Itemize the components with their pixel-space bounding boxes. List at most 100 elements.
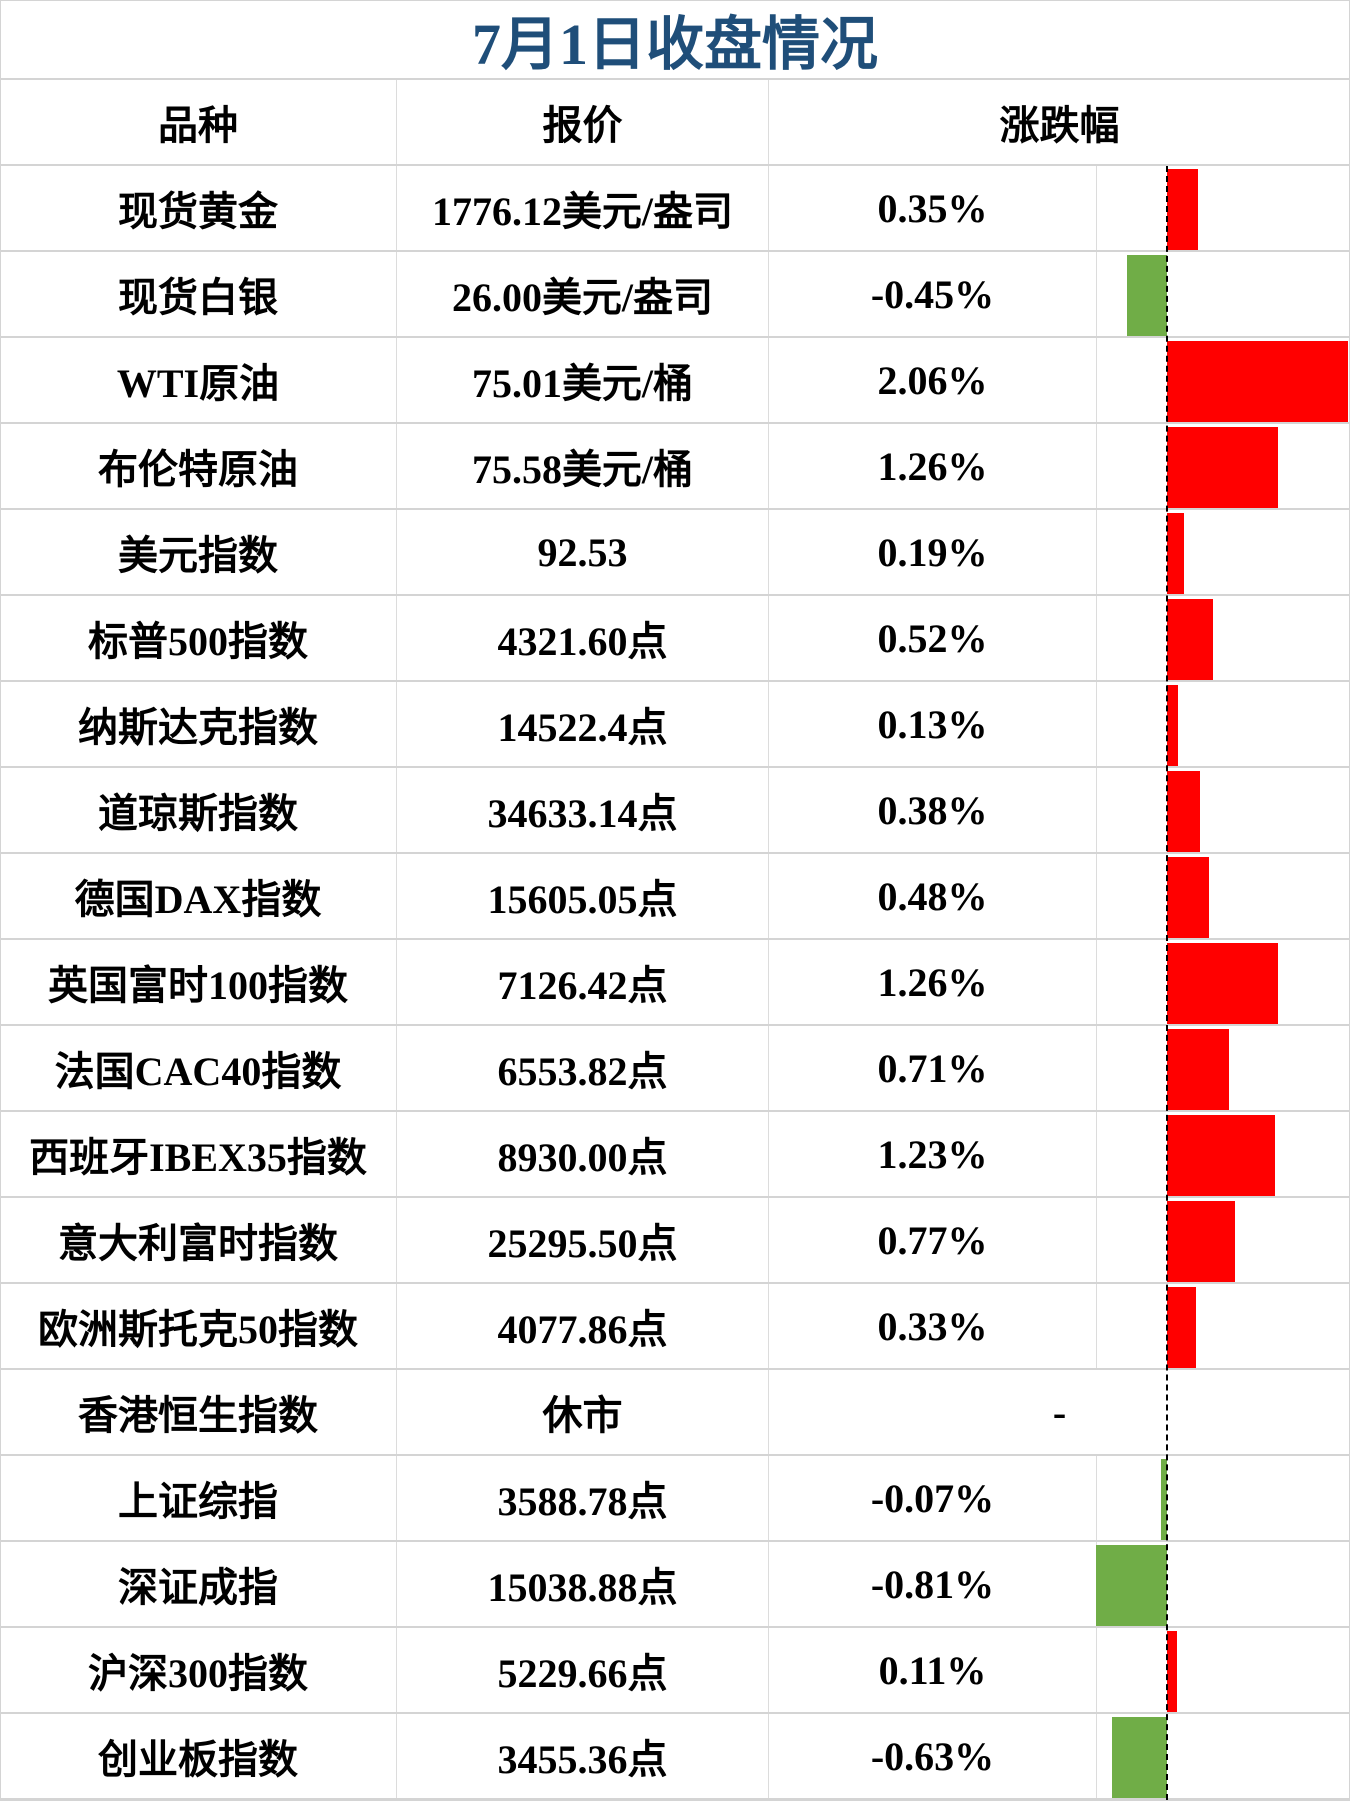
instrument-change: 0.13% (877, 701, 988, 747)
table-row: 欧洲斯托克50指数 4077.86点 0.33% (0, 1284, 1350, 1370)
header-change: 涨跌幅 (999, 103, 1120, 148)
instrument-name: 创业板指数 (0, 1714, 397, 1798)
instrument-price: 3588.78点 (397, 1456, 769, 1540)
instrument-name: 标普500指数 (0, 596, 397, 680)
instrument-price: 8930.00点 (397, 1112, 769, 1196)
instrument-price: 4321.60点 (397, 596, 769, 680)
instrument-price: 3455.36点 (397, 1714, 769, 1798)
instrument-name: 布伦特原油 (0, 424, 397, 508)
instrument-change: 0.52% (877, 615, 988, 661)
instrument-change: - (1052, 1389, 1067, 1435)
change-bar-up (1167, 685, 1179, 766)
change-bar-cell (1096, 252, 1350, 336)
change-bar-up (1167, 1287, 1196, 1368)
instrument-name: 上证综指 (0, 1456, 397, 1540)
change-bar-up (1167, 943, 1278, 1024)
instrument-name: 欧洲斯托克50指数 (0, 1284, 397, 1368)
instrument-price: 休市 (397, 1370, 769, 1454)
instrument-change: -0.63% (870, 1733, 995, 1779)
change-bar-cell (1095, 1542, 1350, 1626)
instrument-price: 7126.42点 (397, 940, 769, 1024)
table-row: 香港恒生指数 休市 - (0, 1370, 1350, 1456)
change-bar-cell (1096, 1026, 1350, 1110)
change-bar-down (1095, 1545, 1167, 1626)
change-bar-cell (1096, 940, 1350, 1024)
instrument-price: 15605.05点 (397, 854, 769, 938)
header-row: 品种 报价 涨跌幅 (0, 80, 1350, 166)
change-bar-cell (1096, 338, 1350, 422)
instrument-name: 现货白银 (0, 252, 397, 336)
change-bar-up (1167, 1115, 1276, 1196)
change-bar-cell (1096, 166, 1350, 250)
table-row: 美元指数 92.53 0.19% (0, 510, 1350, 596)
change-bar-cell (1096, 596, 1350, 680)
change-bar-up (1167, 771, 1201, 852)
change-bar-down (1127, 255, 1167, 336)
table-row: 意大利富时指数 25295.50点 0.77% (0, 1198, 1350, 1284)
instrument-change: 0.48% (877, 873, 988, 919)
table-row: 创业板指数 3455.36点 -0.63% (0, 1714, 1350, 1800)
instrument-price: 5229.66点 (397, 1628, 769, 1712)
header-price: 报价 (397, 80, 769, 164)
change-bar-cell (1096, 1284, 1350, 1368)
table-row: 英国富时100指数 7126.42点 1.26% (0, 940, 1350, 1026)
instrument-name: 美元指数 (0, 510, 397, 594)
change-bar-down (1160, 1459, 1167, 1540)
instrument-name: 德国DAX指数 (0, 854, 397, 938)
change-bar-up (1167, 1631, 1177, 1712)
change-bar-cell (1096, 768, 1350, 852)
instrument-price: 75.58美元/桶 (397, 424, 769, 508)
change-bar-up (1167, 169, 1198, 250)
instrument-name: 英国富时100指数 (0, 940, 397, 1024)
instrument-change: 1.23% (877, 1131, 988, 1177)
change-bar-cell (1096, 1112, 1350, 1196)
change-bar-up (1167, 513, 1184, 594)
instrument-change: 2.06% (877, 357, 988, 403)
change-bar-up (1167, 1201, 1235, 1282)
instrument-price: 6553.82点 (397, 1026, 769, 1110)
instrument-price: 34633.14点 (397, 768, 769, 852)
change-bar-up (1167, 427, 1278, 508)
change-bar-up (1167, 1029, 1230, 1110)
change-bar-down (1111, 1717, 1167, 1798)
instrument-change: 1.26% (877, 443, 988, 489)
instrument-price: 4077.86点 (397, 1284, 769, 1368)
instrument-change: 0.33% (877, 1303, 988, 1349)
table-row: 布伦特原油 75.58美元/桶 1.26% (0, 424, 1350, 510)
table-row: WTI原油 75.01美元/桶 2.06% (0, 338, 1350, 424)
instrument-change: 0.71% (877, 1045, 988, 1091)
table-row: 沪深300指数 5229.66点 0.11% (0, 1628, 1350, 1714)
instrument-name: 沪深300指数 (0, 1628, 397, 1712)
table-row: 纳斯达克指数 14522.4点 0.13% (0, 682, 1350, 768)
table-row: 西班牙IBEX35指数 8930.00点 1.23% (0, 1112, 1350, 1198)
instrument-price: 1776.12美元/盎司 (397, 166, 769, 250)
instrument-price: 75.01美元/桶 (397, 338, 769, 422)
instrument-name: 意大利富时指数 (0, 1198, 397, 1282)
change-bar-cell (1096, 854, 1350, 938)
instrument-name: 道琼斯指数 (0, 768, 397, 852)
table-row: 德国DAX指数 15605.05点 0.48% (0, 854, 1350, 940)
change-bar-up (1167, 599, 1213, 680)
table-row: 上证综指 3588.78点 -0.07% (0, 1456, 1350, 1542)
instrument-price: 25295.50点 (397, 1198, 769, 1282)
table-row: 道琼斯指数 34633.14点 0.38% (0, 768, 1350, 854)
change-bar-cell (1096, 1198, 1350, 1282)
change-bar-cell (1096, 682, 1350, 766)
table-row: 深证成指 15038.88点 -0.81% (0, 1542, 1350, 1628)
instrument-change: 1.26% (877, 959, 988, 1005)
change-bar-up (1167, 341, 1349, 422)
instrument-change: 0.77% (877, 1217, 988, 1263)
instrument-name: 香港恒生指数 (0, 1370, 397, 1454)
instrument-name: WTI原油 (0, 338, 397, 422)
table-row: 标普500指数 4321.60点 0.52% (0, 596, 1350, 682)
instrument-name: 深证成指 (0, 1542, 397, 1626)
instrument-name: 法国CAC40指数 (0, 1026, 397, 1110)
instrument-change: 0.11% (878, 1647, 987, 1693)
change-bar-up (1167, 857, 1210, 938)
header-name: 品种 (0, 80, 397, 164)
instrument-change: -0.45% (870, 271, 995, 317)
instrument-price: 26.00美元/盎司 (397, 252, 769, 336)
change-bar-cell (1096, 1628, 1350, 1712)
change-bar-cell (1096, 1456, 1350, 1540)
instrument-name: 西班牙IBEX35指数 (0, 1112, 397, 1196)
